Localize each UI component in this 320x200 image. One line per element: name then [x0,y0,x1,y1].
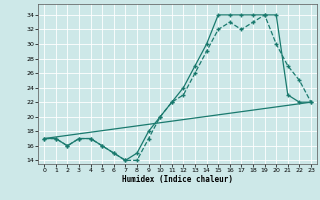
X-axis label: Humidex (Indice chaleur): Humidex (Indice chaleur) [122,175,233,184]
